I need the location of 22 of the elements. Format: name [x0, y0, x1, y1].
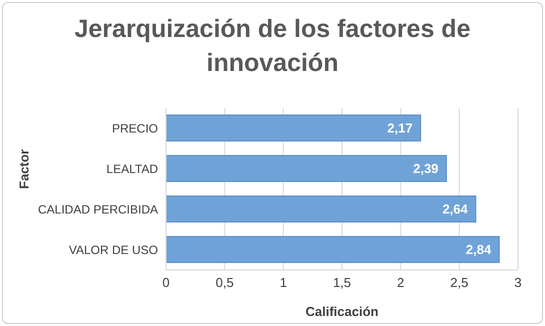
y-tick-label: VALOR DE USO — [68, 243, 158, 258]
data-label: 2,39 — [413, 161, 438, 176]
x-axis-title: Calificación — [306, 304, 379, 319]
y-tick-label: CALIDAD PERCIBIDA — [38, 202, 158, 217]
bar — [166, 155, 447, 182]
data-label: 2,84 — [466, 242, 492, 258]
y-tick-label: PRECIO — [112, 122, 158, 136]
bar — [166, 236, 500, 263]
data-label: 2,17 — [387, 120, 413, 136]
y-axis-title: Factor — [16, 149, 32, 189]
x-tick-label: 3 — [514, 275, 522, 290]
x-tick-label: 0 — [162, 275, 170, 290]
x-tick-label: 0,5 — [216, 275, 234, 290]
y-tick-label: LEALTAD — [106, 162, 158, 176]
data-label: 2,64 — [442, 202, 469, 217]
bar — [166, 196, 476, 222]
bar — [166, 114, 422, 142]
chart-title: Jerarquización de los factores de innovación — [74, 14, 472, 79]
x-tick-label: 2 — [397, 275, 404, 290]
x-tick-label: 2,5 — [450, 275, 468, 290]
x-tick-label: 1,5 — [332, 275, 352, 290]
x-tick-label: 1 — [280, 275, 287, 290]
